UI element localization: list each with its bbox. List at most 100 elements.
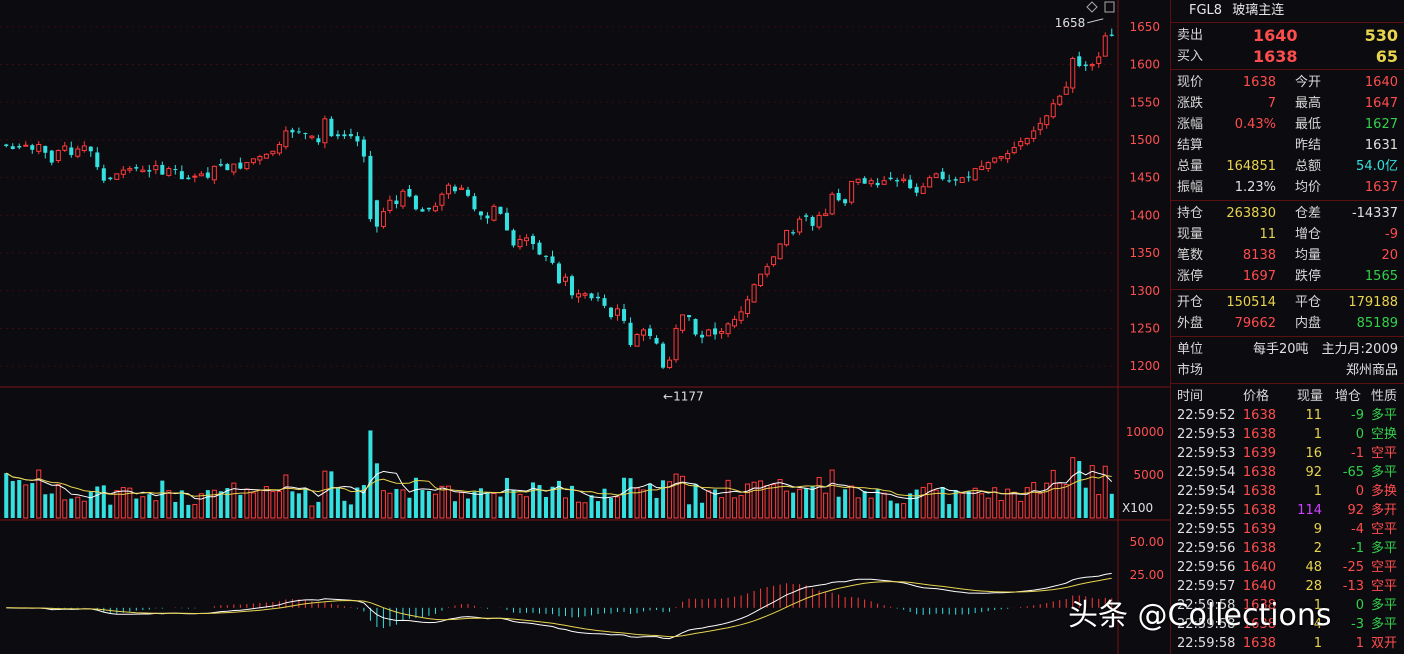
candle-body: [160, 164, 165, 175]
tick-row[interactable]: 22:59:58 1638 1 0 多平: [1171, 596, 1404, 615]
volume-bar: [609, 497, 614, 518]
tick-row[interactable]: 22:59:55 1639 9 -4 空平: [1171, 520, 1404, 539]
candle-body: [895, 180, 900, 182]
volume-bar: [843, 489, 848, 518]
candle-body: [55, 150, 61, 162]
volume-bar: [1005, 488, 1011, 519]
kline-chart-area[interactable]: 1650 1600 1550 1500 1450 1400 1350 1300 1250 1200…: [0, 0, 1170, 654]
tick-volume: 114: [1297, 503, 1322, 518]
stat-value: 150514: [1226, 295, 1276, 310]
volume-bar: [758, 480, 764, 519]
candle-body: [380, 211, 386, 227]
candle-body: [745, 299, 751, 314]
price-stat-row: 振幅 1.23% 均价 1637: [1171, 177, 1404, 198]
volume-bar: [706, 490, 712, 519]
tick-row[interactable]: 22:59:58 1638 1 1 双开: [1171, 634, 1404, 653]
candle-body: [641, 329, 647, 336]
kline-chart[interactable]: 1650 1600 1550 1500 1450 1400 1350 1300 1250 1200…: [0, 0, 1170, 654]
tick-price: 1639: [1242, 446, 1276, 461]
volume-bar: [225, 488, 230, 518]
tick-row[interactable]: 22:59:56 1640 48 -25 空平: [1171, 558, 1404, 577]
volume-bar: [927, 483, 933, 519]
volume-bar: [745, 483, 751, 519]
volume-bar: [309, 505, 315, 519]
order-book: 卖出 1640 530 买入 1638 65: [1171, 23, 1404, 70]
candle-body: [589, 293, 594, 299]
candle-body: [120, 169, 126, 175]
volume-bar: [998, 500, 1004, 519]
candle-body: [394, 200, 399, 205]
price-tick-label: 1300: [1129, 284, 1160, 298]
candle-body: [263, 153, 269, 159]
tick-row[interactable]: 22:59:55 1638 114 92 多开: [1171, 501, 1404, 520]
tick-row[interactable]: 22:59:52 1638 11 -9 多平: [1171, 406, 1404, 425]
volume-bar: [738, 495, 744, 519]
tick-nature: 空换: [1371, 427, 1398, 442]
candle-body: [88, 146, 93, 152]
volume-bar: [179, 490, 184, 518]
stat-value: -14337: [1351, 206, 1398, 221]
tick-row[interactable]: 22:59:57 1640 28 -13 空平: [1171, 577, 1404, 596]
tick-volume: 28: [1305, 579, 1322, 594]
unit-row: 单位 每手20吨 主力月:2009: [1171, 339, 1404, 360]
stat-label: 涨停: [1177, 269, 1204, 284]
candle-body: [1050, 103, 1056, 118]
candle-body: [1096, 56, 1102, 64]
tick-row[interactable]: 22:59:54 1638 1 0 多换: [1171, 482, 1404, 501]
volume-bar: [628, 478, 633, 518]
volume-bar: [192, 504, 198, 519]
candle-body: [127, 168, 133, 171]
volume-bar: [238, 494, 243, 518]
tick-volume: 1: [1313, 484, 1322, 499]
stat-label: 最低: [1295, 117, 1322, 132]
volume-bar: [380, 490, 386, 519]
volume-bar: [23, 484, 29, 519]
watermark: 头条 @Collections: [1068, 598, 1332, 633]
candle-body: [920, 186, 926, 194]
candle-body: [953, 179, 958, 181]
volume-bar: [648, 483, 653, 518]
candle-body: [342, 134, 347, 137]
volume-bar: [582, 502, 588, 519]
candle-body: [69, 147, 74, 156]
buy-label: 买入: [1177, 49, 1204, 64]
stat-label: 持仓: [1177, 206, 1204, 221]
tick-table[interactable]: 时间 价格 现量 增仓 性质 22:59:52 1638 11 -9 多平 22:59:5…: [1171, 384, 1404, 653]
volume-bar: [1050, 469, 1056, 519]
volume-bar: [575, 501, 582, 519]
candle-body: [140, 169, 146, 173]
market-label: 市场: [1177, 363, 1204, 378]
volume-bar: [725, 479, 731, 519]
candle-body: [1077, 56, 1082, 67]
tick-row[interactable]: 22:59:53 1639 16 -1 空平: [1171, 444, 1404, 463]
tick-row[interactable]: 22:59:56 1638 2 -1 多平: [1171, 539, 1404, 558]
volume-bar: [810, 486, 815, 518]
candle-body: [1024, 137, 1030, 145]
volume-bar: [908, 493, 913, 518]
market-row: 市场 郑州商品: [1171, 360, 1404, 381]
volume-bar: [543, 496, 549, 518]
stat-label: 均量: [1295, 248, 1322, 263]
tick-row[interactable]: 22:59:53 1638 1 0 空换: [1171, 425, 1404, 444]
volume-bar: [387, 492, 393, 519]
volume-bar: [504, 477, 509, 518]
stat-value: 54.0亿: [1356, 159, 1398, 174]
candle-body: [758, 273, 764, 287]
candle-body: [23, 144, 29, 147]
candle-body: [998, 156, 1004, 159]
tick-row[interactable]: 22:59:54 1638 92 -65 多平: [1171, 463, 1404, 482]
candle-body: [75, 148, 81, 157]
candle-body: [426, 207, 431, 210]
volume-bar: [1037, 493, 1043, 519]
sell-price: 1640: [1253, 26, 1298, 45]
candle-body: [947, 180, 952, 182]
open-close-stat-row: 外盘 79662 内盘 85189: [1171, 313, 1404, 334]
candle-body: [843, 199, 848, 204]
position-stat-row: 持仓 263830 仓差 -14337: [1171, 203, 1404, 224]
tick-row[interactable]: 22:59:58 1638 4 -3 多平: [1171, 615, 1404, 634]
volume-bar: [901, 503, 907, 519]
candle-body: [771, 256, 777, 266]
volume-bar: [855, 497, 861, 519]
tick-price: 1638: [1242, 617, 1276, 632]
candle-body: [687, 315, 692, 318]
